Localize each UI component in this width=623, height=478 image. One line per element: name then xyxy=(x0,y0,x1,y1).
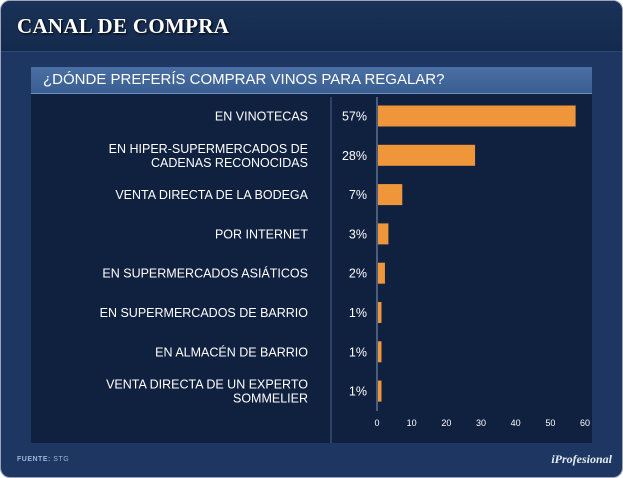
x-tick-label: 0 xyxy=(374,418,379,428)
category-label: POR INTERNET xyxy=(215,227,308,241)
value-label: 2% xyxy=(349,267,367,281)
header-bar: CANAL DE COMPRA xyxy=(1,1,622,52)
x-tick-label: 20 xyxy=(441,418,451,428)
x-tick-label: 30 xyxy=(476,418,486,428)
x-tick-label: 60 xyxy=(580,418,590,428)
source-value: STG xyxy=(53,456,70,463)
category-label: SOMMELIER xyxy=(233,392,308,406)
bar xyxy=(378,144,476,166)
value-label: 7% xyxy=(349,188,367,202)
bar xyxy=(378,341,382,363)
category-label: EN ALMACÉN DE BARRIO xyxy=(155,344,308,359)
bar xyxy=(378,105,576,127)
x-tick-label: 40 xyxy=(511,418,521,428)
category-label: EN SUPERMERCADOS ASIÁTICOS xyxy=(102,266,308,281)
value-label: 3% xyxy=(349,227,367,241)
brand-logo: iProfesional xyxy=(551,452,612,466)
value-label: 1% xyxy=(349,385,367,399)
value-label: 1% xyxy=(349,345,367,359)
category-label: CADENAS RECONOCIDAS xyxy=(151,156,308,170)
bar xyxy=(378,380,382,402)
chart-panel: ¿DÓNDE PREFERÍS COMPRAR VINOS PARA REGAL… xyxy=(31,67,592,443)
category-label: VENTA DIRECTA DE LA BODEGA xyxy=(115,188,308,202)
question-bar: ¿DÓNDE PREFERÍS COMPRAR VINOS PARA REGAL… xyxy=(31,67,592,94)
value-label: 57% xyxy=(342,110,367,124)
value-label: 1% xyxy=(349,306,367,320)
x-tick-label: 10 xyxy=(407,418,417,428)
page-title: CANAL DE COMPRA xyxy=(17,14,230,38)
category-label: EN VINOTECAS xyxy=(215,110,308,124)
value-label: 28% xyxy=(342,149,367,163)
source-label: FUENTE: xyxy=(17,456,51,463)
bar xyxy=(378,302,382,323)
bar xyxy=(378,184,403,206)
category-label: EN SUPERMERCADOS DE BARRIO xyxy=(100,306,309,320)
bar xyxy=(378,262,385,284)
category-label: EN HIPER-SUPERMERCADOS DE xyxy=(109,142,308,156)
x-tick-label: 50 xyxy=(545,418,555,428)
category-label: VENTA DIRECTA DE UN EXPERTO xyxy=(106,378,308,392)
source-note: FUENTE: STG xyxy=(17,456,69,463)
bar xyxy=(378,223,389,245)
chart-title: ¿DÓNDE PREFERÍS COMPRAR VINOS PARA REGAL… xyxy=(43,71,445,88)
